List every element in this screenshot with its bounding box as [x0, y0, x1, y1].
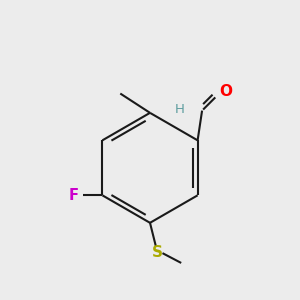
Text: F: F [69, 188, 79, 203]
Text: S: S [152, 245, 163, 260]
Text: H: H [175, 103, 185, 116]
Text: O: O [219, 84, 232, 99]
